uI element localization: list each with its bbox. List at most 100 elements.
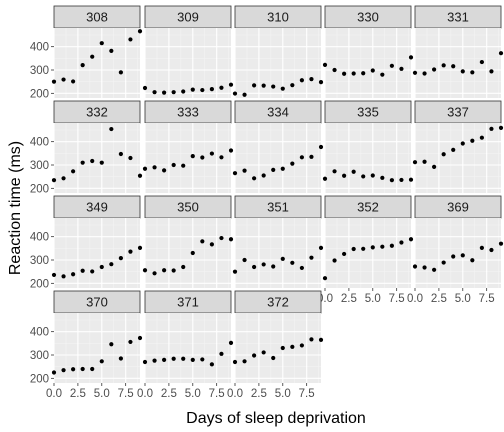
data-point — [181, 265, 185, 269]
facet-panel: 333 — [143, 101, 233, 193]
x-tick-label: 2.5 — [161, 388, 177, 400]
x-tick-label: 5.0 — [94, 388, 110, 400]
x-tick-label: 2.5 — [251, 388, 267, 400]
data-point — [233, 270, 237, 274]
data-point — [172, 357, 176, 361]
facet-strip-label: 335 — [357, 105, 379, 120]
facet-strip-label: 332 — [86, 105, 108, 120]
data-point — [71, 169, 75, 173]
data-point — [371, 173, 375, 177]
facet-panel: 349 200 300 400 — [30, 196, 142, 290]
data-point — [470, 258, 474, 262]
data-point — [119, 256, 123, 260]
data-point — [480, 136, 484, 140]
data-point — [352, 170, 356, 174]
facet-strip-label: 333 — [177, 105, 199, 120]
data-point — [399, 240, 403, 244]
panel-background — [235, 218, 321, 288]
data-point — [413, 264, 417, 268]
data-point — [61, 176, 65, 180]
data-point — [90, 55, 94, 59]
data-point — [210, 242, 214, 246]
data-point — [81, 63, 85, 67]
panel-background — [54, 218, 140, 288]
facet-panel: 351 — [233, 196, 323, 288]
y-tick-label: 200 — [30, 88, 49, 100]
data-point — [90, 159, 94, 163]
facet-panel: 369 0.0 2.5 5.0 7.5 — [407, 196, 503, 305]
data-point — [128, 340, 132, 344]
data-point — [162, 91, 166, 95]
data-point — [219, 352, 223, 356]
panel-background — [145, 218, 231, 288]
data-point — [143, 360, 147, 364]
data-point — [470, 139, 474, 143]
data-point — [242, 93, 246, 97]
facet-panel: 337 — [413, 101, 503, 193]
data-point — [461, 253, 465, 257]
data-point — [262, 84, 266, 88]
facet-strip-label: 372 — [267, 295, 289, 310]
facet-panel: 334 — [233, 101, 323, 193]
y-tick-label: 400 — [30, 327, 49, 339]
data-point — [342, 174, 346, 178]
panels-layer: 308 200 300 400 309 310 330 331 332 200 300 400 333 3… — [30, 6, 503, 400]
data-point — [332, 68, 336, 72]
data-point — [451, 64, 455, 68]
data-point — [432, 67, 436, 71]
facet-strip-label: 308 — [86, 10, 108, 25]
panel-background — [145, 313, 231, 383]
data-point — [342, 72, 346, 76]
data-point — [499, 51, 503, 55]
data-point — [81, 269, 85, 273]
data-point — [271, 264, 275, 268]
data-point — [309, 337, 313, 341]
data-point — [390, 64, 394, 68]
data-point — [233, 91, 237, 95]
y-tick-label: 400 — [30, 137, 49, 149]
data-point — [181, 357, 185, 361]
data-point — [100, 41, 104, 45]
x-tick-label: 7.5 — [118, 388, 134, 400]
data-point — [61, 368, 65, 372]
data-point — [409, 237, 413, 241]
facet-panel: 335 — [323, 101, 413, 193]
data-point — [319, 145, 323, 149]
data-point — [90, 269, 94, 273]
panel-background — [415, 28, 501, 98]
data-point — [219, 236, 223, 240]
data-point — [271, 356, 275, 360]
data-point — [128, 156, 132, 160]
data-point — [451, 148, 455, 152]
data-point — [210, 87, 214, 91]
data-point — [191, 88, 195, 92]
data-point — [181, 164, 185, 168]
data-point — [409, 55, 413, 59]
x-tick-label: 0.0 — [227, 388, 243, 400]
data-point — [233, 171, 237, 175]
data-point — [422, 160, 426, 164]
data-point — [242, 359, 246, 363]
x-tick-label: 2.5 — [341, 293, 357, 305]
data-point — [242, 258, 246, 262]
data-point — [229, 237, 233, 241]
data-point — [352, 71, 356, 75]
facet-panel: 372 0.0 2.5 5.0 7.5 — [227, 291, 323, 400]
facet-strip-label: 352 — [357, 200, 379, 215]
x-tick-label: 7.5 — [389, 293, 405, 305]
data-point — [281, 167, 285, 171]
data-point — [52, 370, 56, 374]
y-tick-label: 300 — [30, 350, 49, 362]
y-tick-label: 300 — [30, 255, 49, 267]
data-point — [162, 268, 166, 272]
x-tick-label: 7.5 — [299, 388, 315, 400]
data-point — [229, 83, 233, 87]
facet-strip-label: 349 — [86, 200, 108, 215]
panel-background — [235, 28, 321, 98]
panel-background — [235, 123, 321, 193]
data-point — [252, 176, 256, 180]
y-tick-label: 400 — [30, 232, 49, 244]
data-point — [138, 174, 142, 178]
data-point — [229, 148, 233, 152]
